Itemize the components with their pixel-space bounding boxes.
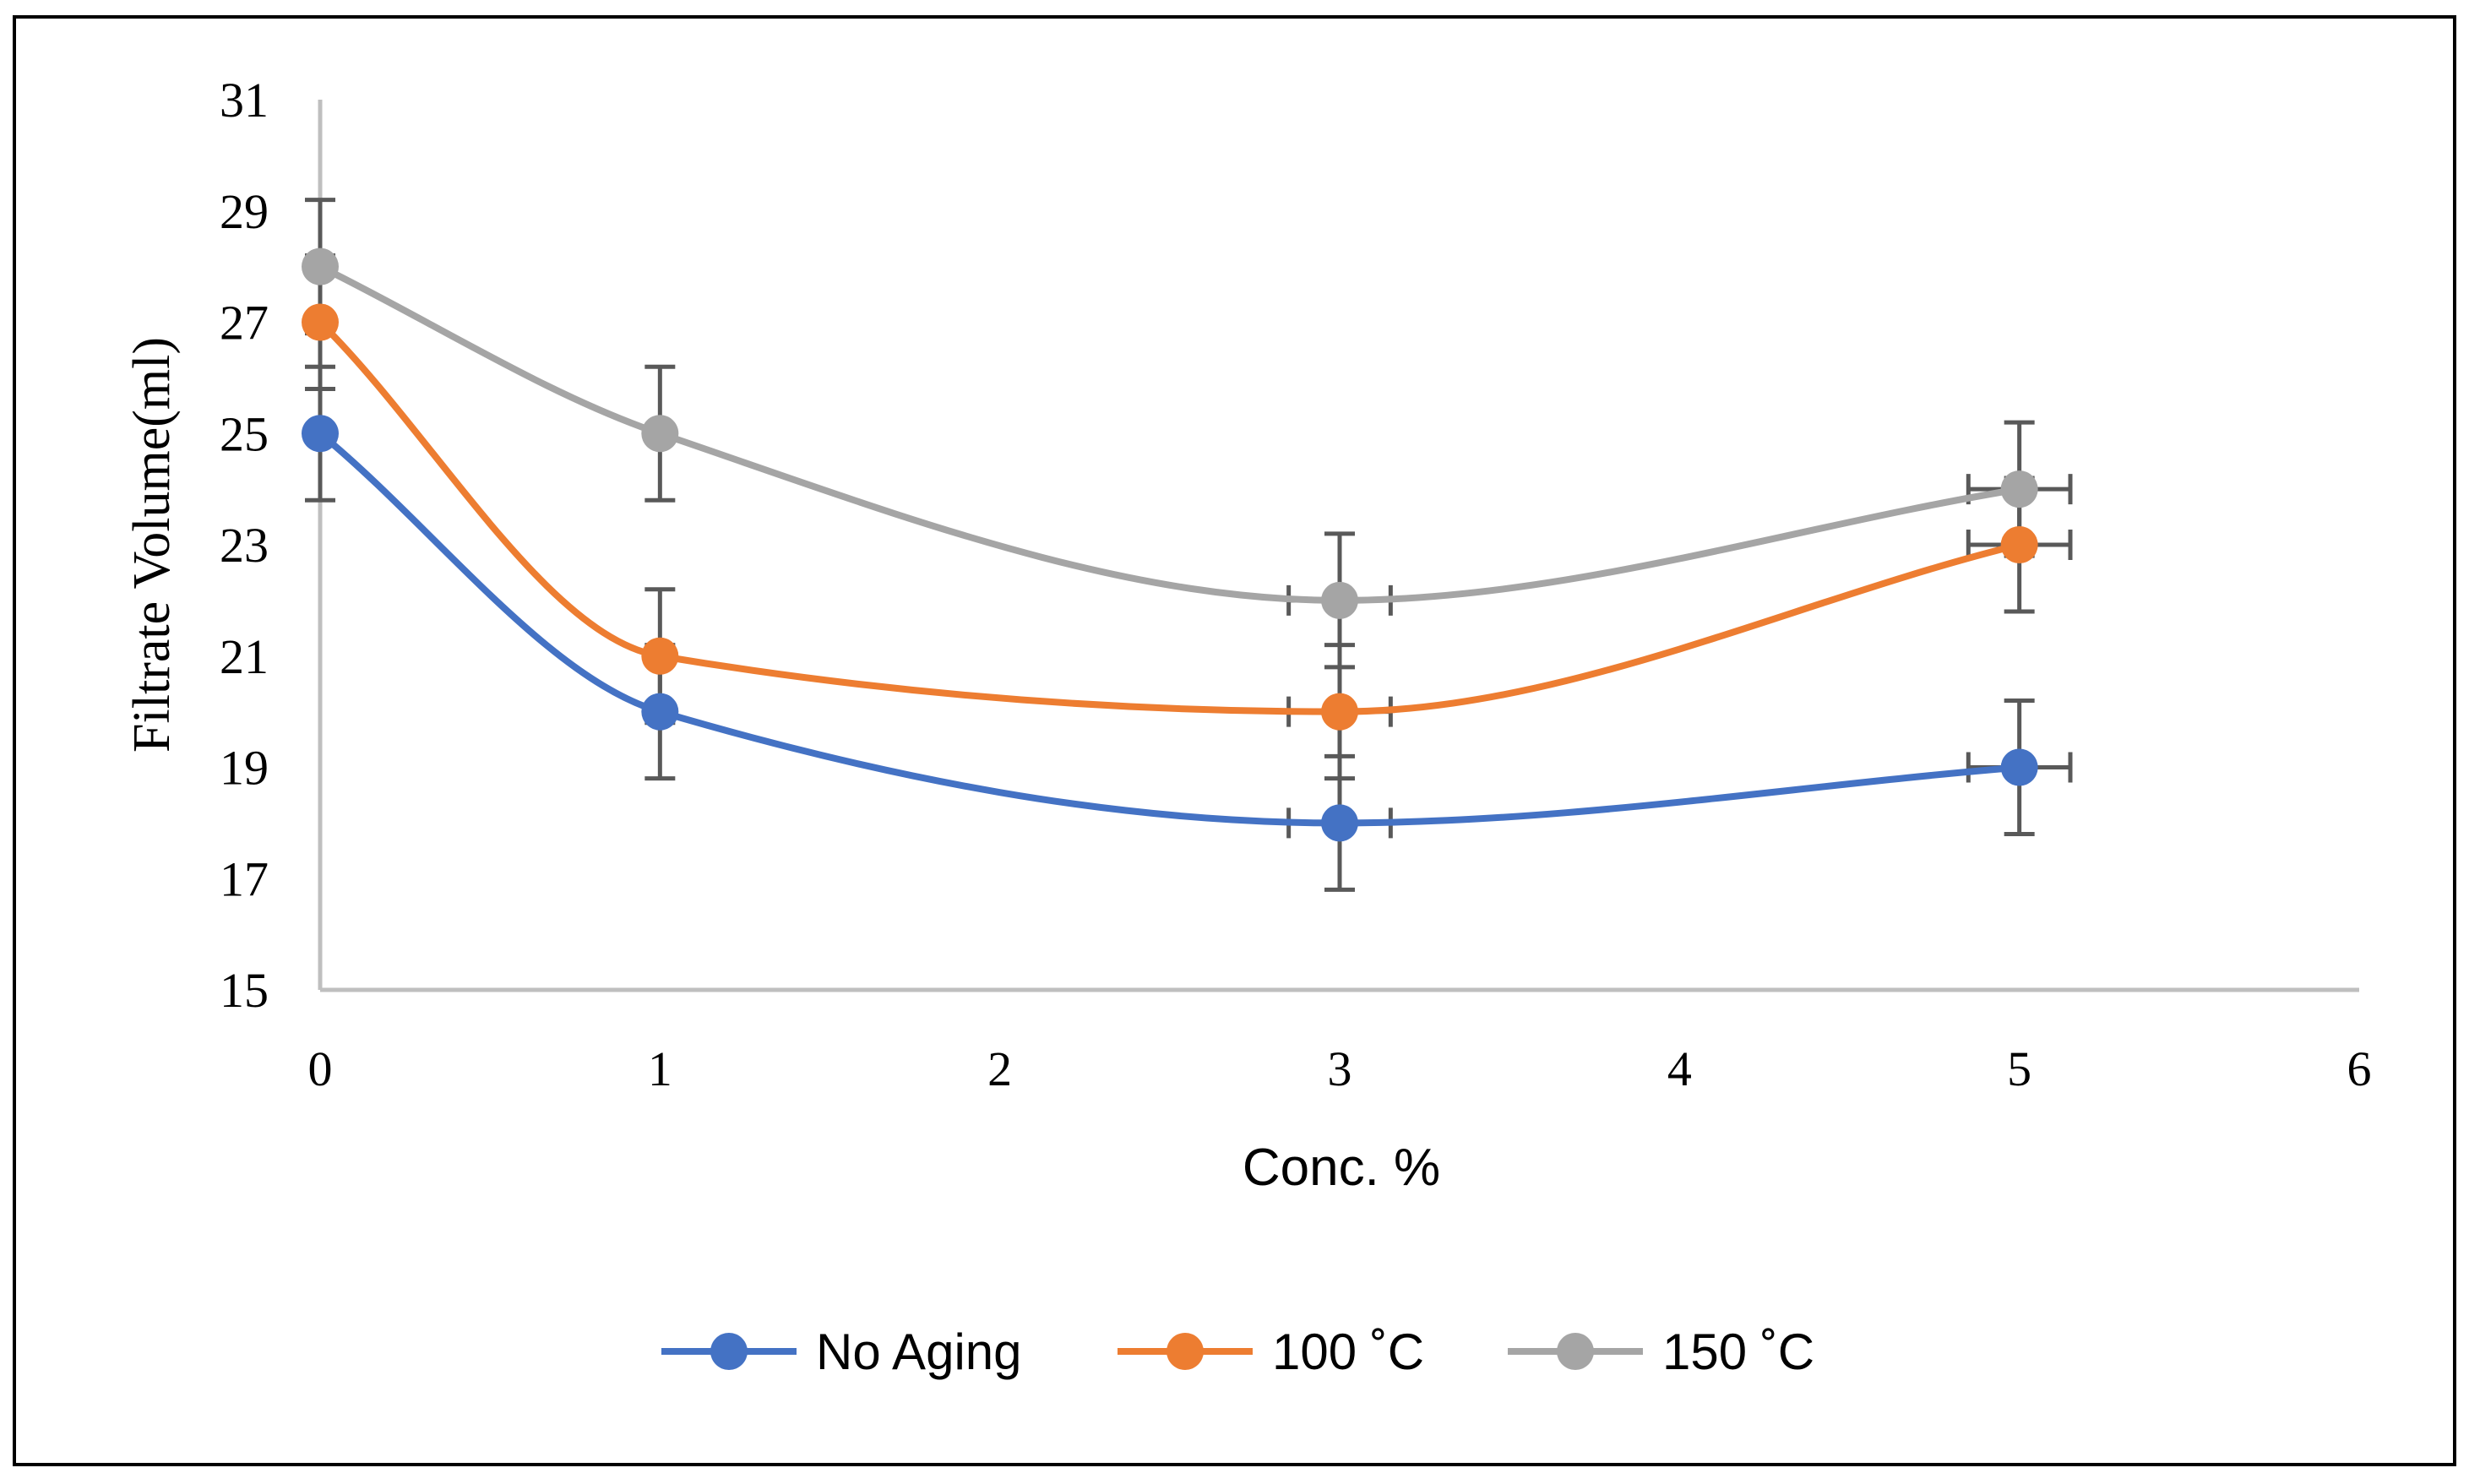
data-point-150-c-x0	[302, 247, 339, 285]
data-point-100-c-x1	[641, 637, 679, 675]
x-tick-label-5: 5	[2007, 1041, 2031, 1096]
legend: No Aging 100 ˚C 150 ˚C	[661, 1324, 1814, 1380]
data-point-100-c-x0	[302, 303, 339, 341]
y-tick-label-15: 15	[220, 963, 269, 1018]
data-point-no-aging-x5	[2000, 748, 2038, 786]
x-tick-label-3: 3	[1328, 1041, 1352, 1096]
y-tick-label-23: 23	[220, 518, 269, 573]
legend-swatch-marker	[1557, 1333, 1594, 1370]
y-tick-label-29: 29	[220, 184, 269, 239]
series-lines	[317, 263, 2023, 827]
chart-frame	[13, 15, 2456, 1466]
data-point-no-aging-x3	[1321, 804, 1358, 842]
y-axis-title: Filtrate Volume(ml)	[123, 337, 181, 753]
legend-swatch-marker	[1167, 1333, 1204, 1370]
x-tick-label-4: 4	[1667, 1041, 1692, 1096]
legend-swatch-marker	[710, 1333, 748, 1370]
data-point-150-c-x1	[641, 415, 679, 453]
x-tick-label-2: 2	[987, 1041, 1012, 1096]
data-point-100-c-x5	[2000, 526, 2038, 563]
series-points	[302, 247, 2038, 842]
y-tick-label-19: 19	[220, 741, 269, 796]
legend-entry-100-c: 100 ˚C	[1118, 1324, 1424, 1380]
legend-label: 150 ˚C	[1662, 1324, 1814, 1380]
series-line-100-c	[317, 318, 2023, 715]
x-tick-label-0: 0	[308, 1041, 333, 1096]
y-tick-label-17: 17	[220, 851, 269, 906]
y-tick-label-25: 25	[220, 406, 269, 461]
x-axis-title: Conc. %	[1243, 1139, 1440, 1197]
data-point-no-aging-x1	[641, 693, 679, 731]
legend-entry-no-aging: No Aging	[661, 1324, 1022, 1380]
data-point-150-c-x5	[2000, 470, 2038, 508]
legend-label: No Aging	[816, 1324, 1022, 1380]
data-point-100-c-x3	[1321, 693, 1358, 731]
data-point-150-c-x3	[1321, 581, 1358, 619]
y-tick-label-27: 27	[220, 296, 269, 351]
legend-entry-150-c: 150 ˚C	[1508, 1324, 1814, 1380]
x-tick-label-6: 6	[2347, 1041, 2372, 1096]
y-tick-label-31: 31	[220, 73, 269, 128]
x-tick-labels: 0 1 2 3 4 5 6	[308, 1041, 2372, 1096]
data-point-no-aging-x0	[302, 415, 339, 453]
y-tick-labels: 15 17 19 21 23 25 27 29 31	[220, 73, 269, 1018]
x-tick-label-1: 1	[648, 1041, 672, 1096]
series-line-no-aging	[317, 430, 2023, 827]
series-line-150-c	[317, 263, 2023, 604]
y-tick-label-21: 21	[220, 629, 269, 684]
legend-label: 100 ˚C	[1272, 1324, 1424, 1380]
